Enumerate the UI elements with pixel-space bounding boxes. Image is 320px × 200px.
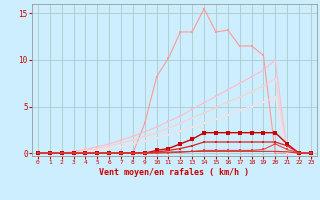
X-axis label: Vent moyen/en rafales ( km/h ): Vent moyen/en rafales ( km/h ) bbox=[100, 168, 249, 177]
